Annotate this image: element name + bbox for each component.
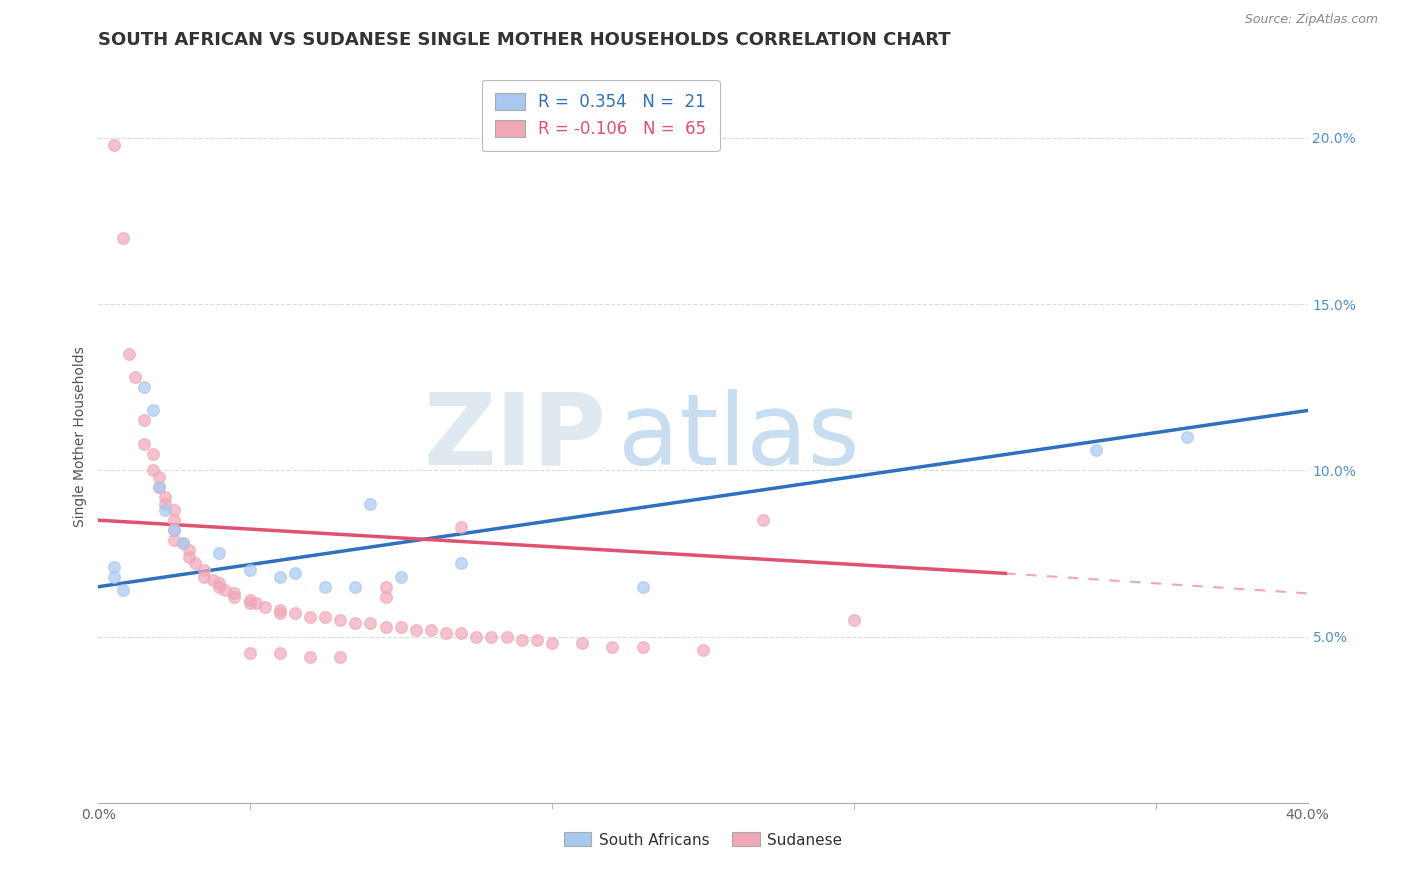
Point [602,640,624,654]
Point [224,590,246,604]
Point [208,580,231,594]
Point [111,230,134,244]
Point [450,557,472,571]
Point [193,563,215,577]
Point [374,590,396,604]
Point [142,447,165,461]
Point [172,536,194,550]
Point [450,626,472,640]
Point [299,609,322,624]
Point [344,580,367,594]
Point [148,480,170,494]
Point [1085,443,1108,458]
Point [314,580,336,594]
Point [111,582,134,597]
Point [631,580,654,594]
Point [389,619,412,633]
Point [142,403,165,417]
Point [405,623,427,637]
Point [118,347,141,361]
Point [239,563,262,577]
Point [193,570,215,584]
Point [284,566,307,581]
Point [103,137,125,152]
Point [153,503,176,517]
Point [163,523,186,537]
Point [752,513,775,527]
Point [1175,430,1198,444]
Legend: South Africans, Sudanese: South Africans, Sudanese [557,826,849,854]
Point [224,586,246,600]
Text: ZIP: ZIP [423,389,606,485]
Point [465,630,488,644]
Point [103,570,125,584]
Point [434,626,457,640]
Point [148,480,170,494]
Point [844,613,866,627]
Text: Source: ZipAtlas.com: Source: ZipAtlas.com [1244,13,1378,27]
Point [132,380,155,394]
Point [239,593,262,607]
Point [163,523,186,537]
Point [329,649,352,664]
Point [179,549,201,564]
Point [329,613,352,627]
Point [153,497,176,511]
Point [163,533,186,548]
Point [360,616,382,631]
Point [269,607,291,621]
Point [103,559,125,574]
Text: atlas: atlas [619,389,860,485]
Point [450,520,472,534]
Point [526,632,548,647]
Point [631,640,654,654]
Point [253,599,276,614]
Point [184,557,207,571]
Point [148,470,170,484]
Point [360,497,382,511]
Point [202,573,225,587]
Point [344,616,367,631]
Point [481,630,503,644]
Point [314,609,336,624]
Point [374,619,396,633]
Point [692,643,714,657]
Point [132,413,155,427]
Point [510,632,533,647]
Text: SOUTH AFRICAN VS SUDANESE SINGLE MOTHER HOUSEHOLDS CORRELATION CHART: SOUTH AFRICAN VS SUDANESE SINGLE MOTHER … [98,31,950,49]
Point [540,636,562,650]
Point [245,596,267,610]
Point [269,646,291,660]
Point [374,580,396,594]
Point [389,570,412,584]
Point [124,370,146,384]
Point [172,536,194,550]
Point [163,513,186,527]
Point [239,596,262,610]
Point [132,436,155,450]
Point [142,463,165,477]
Point [269,603,291,617]
Point [495,630,517,644]
Point [214,582,236,597]
Point [571,636,593,650]
Point [299,649,322,664]
Point [179,543,201,558]
Point [284,607,307,621]
Point [208,546,231,560]
Point [420,623,443,637]
Y-axis label: Single Mother Households: Single Mother Households [73,347,87,527]
Point [163,503,186,517]
Point [239,646,262,660]
Point [269,570,291,584]
Point [153,490,176,504]
Point [208,576,231,591]
